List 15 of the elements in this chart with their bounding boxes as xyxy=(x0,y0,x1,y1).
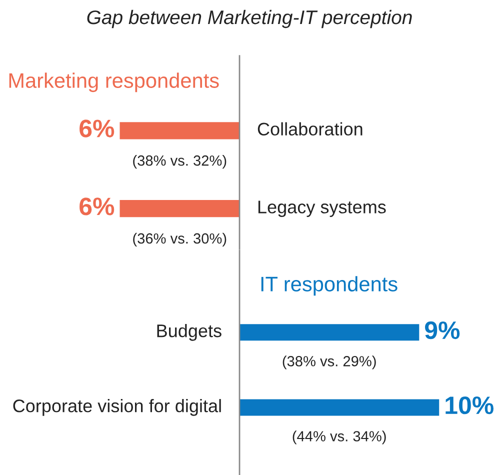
annotation: (38% vs. 32%) xyxy=(133,155,226,169)
data-label: 10% xyxy=(446,396,494,414)
series-label: IT respondents xyxy=(261,276,398,296)
y-tick-label: Legacy systems xyxy=(258,200,386,217)
data-label: 6% xyxy=(80,198,114,216)
data-label: 9% xyxy=(425,321,460,340)
annotation: (36% vs. 30%) xyxy=(133,232,226,247)
annotation: (38% vs. 29%) xyxy=(282,356,376,370)
y-tick-label: Corporate vision for digital xyxy=(13,399,221,416)
annotation: (44% vs. 34%) xyxy=(292,430,386,444)
y-tick-label: Budgets xyxy=(157,324,222,341)
y-tick-label: Collaboration xyxy=(258,122,362,136)
chart-title: Gap between Marketing-IT perception xyxy=(87,10,412,28)
data-label: 6% xyxy=(80,120,114,138)
series-label: Marketing respondents xyxy=(9,72,219,92)
